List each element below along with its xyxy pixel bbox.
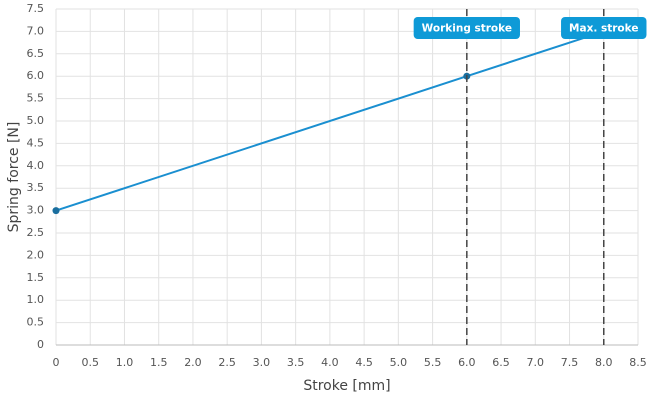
y-tick-label: 4.5 [27, 136, 45, 149]
y-tick-label: 1.0 [27, 293, 45, 306]
x-tick-label: 3.0 [253, 356, 271, 369]
x-tick-label: 5.5 [424, 356, 442, 369]
y-tick-label: 5.5 [27, 92, 45, 105]
y-tick-label: 7.0 [27, 24, 45, 37]
y-tick-label: 1.5 [27, 271, 45, 284]
y-tick-label: 7.5 [27, 2, 45, 15]
y-axis-title: Spring force [N] [6, 122, 22, 233]
x-tick-label: 1.5 [150, 356, 168, 369]
y-tick-label: 6.0 [27, 69, 45, 82]
x-tick-label: 8.0 [595, 356, 613, 369]
x-tick-label: 2.5 [218, 356, 236, 369]
y-tick-label: 2.0 [27, 248, 45, 261]
x-tick-label: 1.0 [116, 356, 134, 369]
x-tick-label: 0.5 [81, 356, 99, 369]
x-tick-label: 6.0 [458, 356, 476, 369]
x-tick-label: 5.0 [390, 356, 408, 369]
y-tick-label: 3.0 [27, 204, 45, 217]
point [52, 207, 60, 215]
y-tick-label: 0.5 [27, 316, 45, 329]
y-tick-label: 5.0 [27, 114, 45, 127]
x-tick-label: 2.0 [184, 356, 202, 369]
y-tick-label: 2.5 [27, 226, 45, 239]
annotation-label: Max. stroke [569, 23, 638, 35]
annotation-box [561, 17, 647, 39]
x-tick-label: 7.5 [561, 356, 579, 369]
annotation-box [413, 17, 520, 39]
y-tick-label: 6.5 [27, 47, 45, 60]
x-tick-label: 4.0 [321, 356, 339, 369]
x-tick-label: 3.5 [287, 356, 305, 369]
y-tick-label: 3.5 [27, 181, 45, 194]
x-tick-label: 7.0 [527, 356, 545, 369]
x-tick-label: 8.5 [629, 356, 647, 369]
x-axis-title: Stroke [mm] [303, 378, 390, 394]
y-tick-label: 0 [37, 338, 44, 351]
x-tick-label: 6.5 [492, 356, 510, 369]
x-tick-label: 4.5 [355, 356, 373, 369]
x-tick-label: 0 [53, 356, 60, 369]
y-tick-label: 4.0 [27, 159, 45, 172]
annotation-label: Working stroke [422, 23, 512, 35]
